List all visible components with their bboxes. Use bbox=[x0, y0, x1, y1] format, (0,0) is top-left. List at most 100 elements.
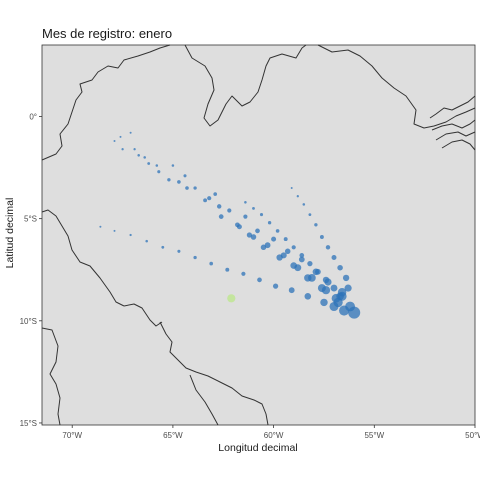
data-point bbox=[291, 245, 296, 250]
data-point bbox=[275, 229, 280, 233]
data-point bbox=[330, 284, 338, 292]
data-point bbox=[113, 140, 116, 142]
data-point bbox=[250, 234, 257, 240]
y-tick-label: 10°S bbox=[20, 317, 37, 326]
data-point bbox=[203, 198, 208, 203]
data-point bbox=[336, 292, 344, 301]
data-point bbox=[167, 178, 171, 182]
coastline-segment bbox=[41, 209, 125, 307]
data-point bbox=[307, 260, 313, 267]
data-point bbox=[193, 186, 197, 190]
data-point bbox=[218, 214, 224, 219]
data-point bbox=[133, 148, 136, 151]
data-point bbox=[294, 264, 302, 272]
data-point bbox=[264, 242, 271, 249]
data-point bbox=[246, 232, 253, 238]
data-point bbox=[185, 186, 189, 190]
data-point bbox=[339, 305, 350, 316]
data-point bbox=[296, 195, 299, 198]
map-panel bbox=[41, 44, 476, 426]
y-axis: 0° 5°S 10°S 15°S bbox=[20, 113, 42, 428]
x-axis-label: Longitud decimal bbox=[218, 442, 297, 454]
data-point bbox=[99, 225, 102, 228]
data-point bbox=[314, 223, 318, 227]
data-point bbox=[121, 148, 124, 151]
data-point bbox=[244, 201, 247, 204]
y-tick-label: 0° bbox=[29, 113, 37, 122]
data-point bbox=[308, 213, 312, 217]
data-point bbox=[129, 233, 132, 237]
data-point bbox=[155, 164, 159, 167]
data-point bbox=[284, 248, 291, 255]
y-tick-label: 15°S bbox=[20, 419, 37, 428]
y-tick-label: 5°S bbox=[24, 215, 37, 224]
data-point bbox=[177, 249, 181, 253]
x-tick-label: 70°W bbox=[62, 431, 82, 440]
chart-title: Mes de registro: enero bbox=[42, 26, 172, 41]
data-point bbox=[319, 235, 324, 239]
coastline-segment bbox=[431, 119, 476, 131]
x-tick-label: 55°W bbox=[364, 431, 384, 440]
data-point bbox=[348, 306, 361, 319]
data-point bbox=[225, 267, 230, 272]
coastline-segment bbox=[435, 131, 476, 141]
data-point bbox=[337, 264, 343, 271]
data-point bbox=[271, 236, 277, 242]
data-point bbox=[213, 192, 218, 196]
coastline-segment bbox=[429, 95, 476, 119]
data-point bbox=[299, 253, 305, 258]
panel-border bbox=[41, 44, 476, 426]
data-point bbox=[342, 274, 350, 282]
data-point bbox=[315, 268, 321, 275]
data-point bbox=[252, 206, 255, 210]
data-point bbox=[308, 274, 316, 282]
data-point bbox=[177, 180, 181, 184]
data-point bbox=[298, 256, 305, 263]
coastline-segment bbox=[41, 44, 171, 161]
data-point bbox=[267, 221, 272, 225]
data-point bbox=[272, 283, 279, 289]
coastline-segment bbox=[159, 321, 269, 426]
data-point bbox=[147, 162, 151, 165]
data-point bbox=[157, 170, 161, 174]
data-point bbox=[259, 213, 264, 217]
data-point bbox=[321, 286, 331, 295]
x-tick-label: 60°W bbox=[264, 431, 284, 440]
data-point bbox=[320, 298, 328, 307]
data-point bbox=[241, 271, 246, 276]
data-point bbox=[137, 154, 140, 157]
data-point bbox=[322, 276, 330, 284]
data-point bbox=[283, 237, 288, 242]
coastline-segment bbox=[441, 139, 476, 151]
coastline-segment bbox=[317, 44, 476, 129]
data-point bbox=[280, 252, 287, 259]
x-tick-label: 50°W bbox=[465, 431, 480, 440]
data-point bbox=[236, 224, 242, 230]
data-point bbox=[331, 255, 337, 260]
coastline-segment bbox=[123, 303, 163, 327]
data-point bbox=[193, 255, 197, 260]
panel-background bbox=[42, 45, 475, 425]
coastline-segment bbox=[184, 44, 307, 127]
data-point bbox=[216, 204, 222, 209]
data-point bbox=[113, 229, 116, 232]
data-point bbox=[290, 187, 293, 189]
data-point-outlier bbox=[227, 294, 236, 303]
data-point bbox=[143, 156, 146, 159]
data-point bbox=[145, 239, 148, 243]
data-point bbox=[209, 261, 214, 266]
data-point bbox=[243, 214, 248, 219]
data-point bbox=[171, 164, 175, 167]
data-point bbox=[119, 135, 122, 138]
x-tick-label: 65°W bbox=[163, 431, 183, 440]
data-point bbox=[161, 245, 165, 249]
coastline-segment bbox=[41, 327, 61, 426]
coastlines bbox=[41, 44, 476, 426]
y-axis-label: Latitud decimal bbox=[4, 198, 16, 269]
data-point bbox=[329, 301, 339, 312]
data-point bbox=[207, 196, 212, 201]
data-points bbox=[99, 131, 361, 319]
coastline-segment bbox=[189, 374, 219, 426]
data-point bbox=[227, 208, 232, 213]
